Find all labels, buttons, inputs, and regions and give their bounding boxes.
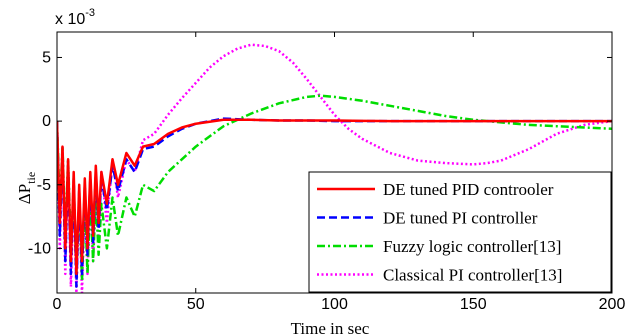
legend-label: Classical PI controller[13]	[383, 266, 562, 285]
x-tick-label: 100	[321, 296, 348, 313]
y-axis-label: ΔPtie	[15, 172, 38, 204]
y-tick-label: 0	[42, 113, 51, 130]
legend: DE tuned PID controoler DE tuned PI contr…	[308, 171, 612, 293]
x-tick-label: 200	[599, 296, 626, 313]
y-tick-label: -10	[28, 240, 51, 257]
x-tick-label: 0	[53, 296, 62, 313]
legend-label: DE tuned PI controller	[383, 209, 538, 228]
multiplier-prefix: x 10	[55, 11, 85, 28]
plot-frame	[56, 31, 613, 294]
x-axis-label: Time in sec	[291, 319, 370, 336]
y-axis-multiplier: x 10-3	[55, 7, 95, 28]
legend-box	[308, 171, 612, 293]
y-tick-label: -5	[37, 177, 51, 194]
plot-area	[57, 43, 612, 293]
y-axis-label-subscript: tie	[24, 172, 38, 184]
series-line-de-tuned-pid-controoler	[57, 118, 612, 276]
x-tick-label: 150	[460, 296, 487, 313]
series-line-de-tuned-pi-controller	[57, 117, 612, 288]
legend-label: DE tuned PID controoler	[383, 180, 554, 199]
series-line-classical-pi-controller-13	[57, 43, 612, 293]
y-axis-label-main: ΔP	[15, 184, 34, 204]
multiplier-exponent: -3	[85, 7, 95, 19]
legend-label: Fuzzy logic controller[13]	[383, 237, 561, 256]
x-tick-label: 50	[187, 296, 205, 313]
y-tick-label: 5	[42, 49, 51, 66]
